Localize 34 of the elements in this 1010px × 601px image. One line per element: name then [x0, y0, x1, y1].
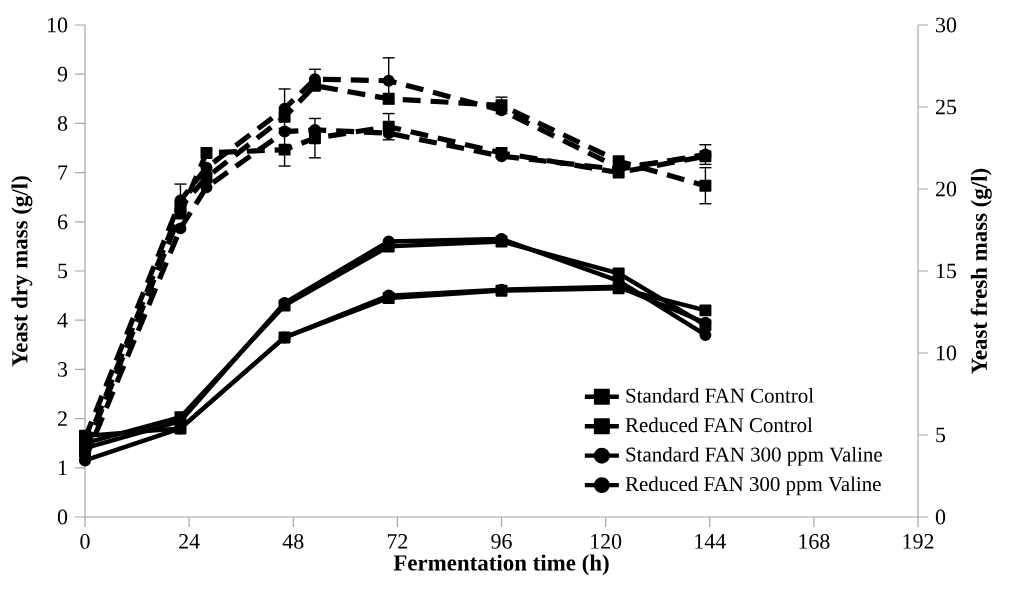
y-tick-label: 3 [58, 362, 68, 377]
x-axis-title: Fermentation time (h) [393, 554, 609, 576]
y2-tick-label: 25 [935, 99, 957, 115]
y2-axis-title: Yeast fresh mass (g/l) [970, 168, 992, 374]
y-tick-label: 1 [58, 460, 67, 476]
y-tick-label: 5 [58, 263, 68, 279]
x-tick-label: 96 [491, 534, 512, 549]
x-tick-label: 168 [799, 534, 830, 549]
y-tick-label: 7 [58, 165, 68, 180]
y-tick-label: 0 [57, 509, 68, 525]
legend-label: Standard FAN Control [626, 388, 814, 403]
y2-tick-label: 30 [936, 17, 957, 33]
legend-label: Reduced FAN Control [625, 417, 813, 433]
x-tick-label: 72 [387, 534, 408, 549]
y2-tick-label: 5 [936, 427, 946, 443]
x-tick-label: 144 [695, 534, 726, 549]
y2-tick-label: 20 [935, 181, 957, 197]
y-tick-label: 9 [57, 66, 68, 82]
legend-label: Standard FAN 300 ppm Valine [626, 446, 882, 466]
y-tick-label: 6 [57, 214, 68, 230]
y-tick-label: 4 [57, 313, 68, 328]
y-tick-label: 2 [58, 411, 67, 426]
x-tick-label: 120 [591, 534, 622, 549]
legend-label: Reduced FAN 300 ppm Valine [625, 476, 881, 496]
x-tick-label: 48 [282, 534, 304, 549]
x-tick-label: 0 [80, 534, 90, 549]
y2-tick-label: 15 [936, 263, 957, 279]
y-axis-title: Yeast dry mass (g/l) [11, 176, 33, 367]
x-tick-label: 24 [179, 534, 200, 549]
y2-tick-label: 0 [935, 509, 946, 525]
y-tick-label: 10 [48, 17, 68, 33]
x-tick-label: 192 [903, 534, 934, 549]
y-tick-label: 8 [57, 116, 68, 131]
y2-tick-label: 10 [936, 345, 957, 361]
